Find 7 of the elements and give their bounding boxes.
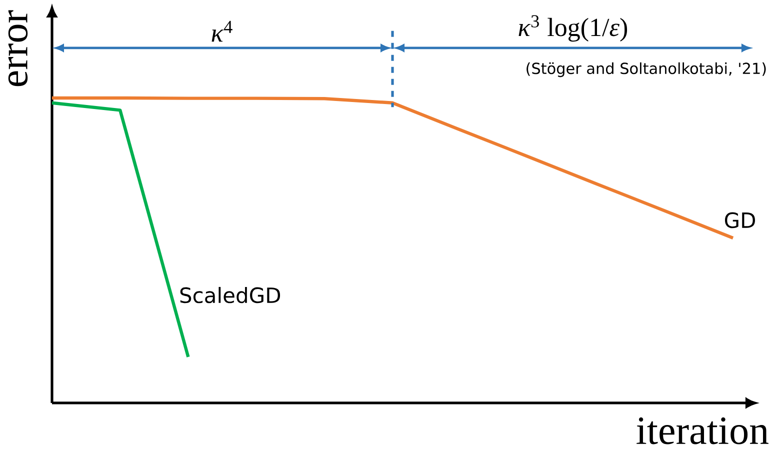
x-axis-title: iteration [636,417,768,444]
text: (Stöger and Soltanolkotabi, '21) [526,62,766,78]
text: κ$^{3}$ log(1/ε) [518,15,628,42]
y-axis-title: error [8,10,28,86]
series-label: ScaledGD [180,286,280,304]
series-label: GD [724,212,755,228]
text: κ$^{4}$ [212,20,232,42]
